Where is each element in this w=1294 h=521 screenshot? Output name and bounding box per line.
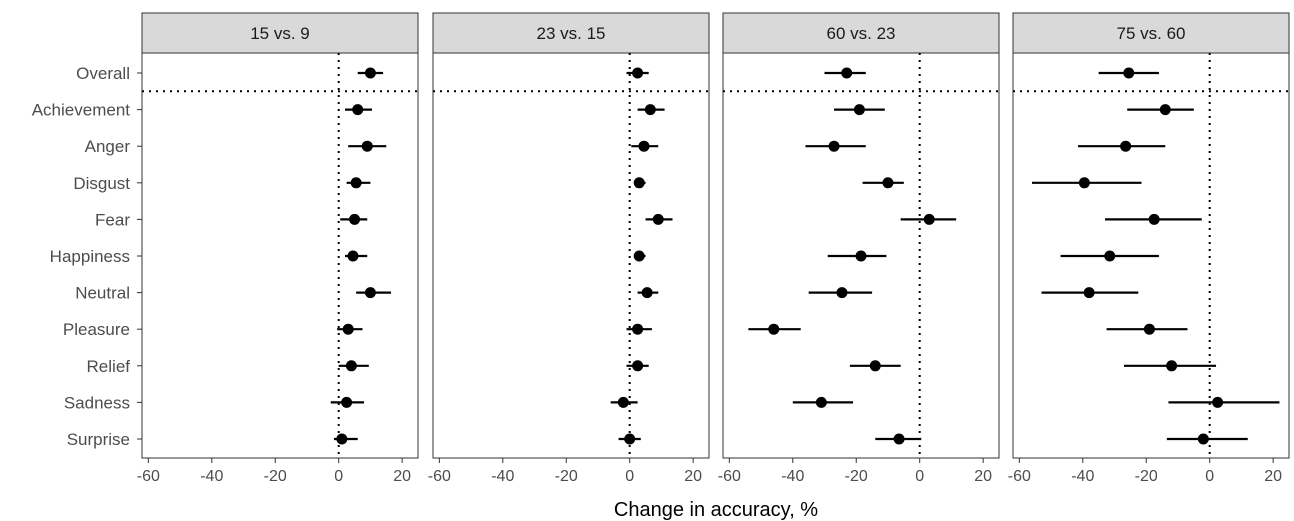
y-axis-labels: Overall Achievement Anger Disgust Fear Happin… <box>32 64 142 449</box>
x-tick-label: 0 <box>915 468 924 485</box>
point-surprise <box>624 433 636 445</box>
point-pleasure <box>1143 323 1155 335</box>
facet-title: 75 vs. 60 <box>1117 24 1186 43</box>
point-overall <box>841 67 853 79</box>
y-label-neutral: Neutral <box>75 284 130 303</box>
facet-strip <box>141 12 419 54</box>
point-surprise <box>1197 433 1209 445</box>
x-tick-label: 20 <box>684 468 702 485</box>
facet-strip <box>432 12 710 54</box>
point-sadness <box>617 396 629 408</box>
point-neutral <box>1083 287 1095 299</box>
point-fear <box>349 213 361 225</box>
x-tick-label: -60 <box>1008 468 1031 485</box>
x-tick-label: -40 <box>491 468 514 485</box>
point-disgust <box>1078 177 1090 189</box>
point-achievement <box>1159 104 1171 116</box>
point-sadness <box>341 396 353 408</box>
point-pleasure <box>632 323 644 335</box>
point-anger <box>361 140 373 152</box>
facet-title: 60 vs. 23 <box>827 24 896 43</box>
x-tick-label: -20 <box>555 468 578 485</box>
point-relief <box>869 360 881 372</box>
point-fear <box>1148 213 1160 225</box>
y-label-anger: Anger <box>85 137 131 156</box>
point-sadness <box>815 396 827 408</box>
point-neutral <box>641 287 653 299</box>
point-achievement <box>352 104 364 116</box>
point-overall <box>1123 67 1135 79</box>
panel-border <box>432 52 710 459</box>
point-relief <box>345 360 357 372</box>
point-pleasure <box>768 323 780 335</box>
x-tick-label: -20 <box>264 468 287 485</box>
x-tick-label: 20 <box>393 468 411 485</box>
point-relief <box>1166 360 1178 372</box>
facet-15-vs-9: 15 vs. 9 -60 -40 -20 0 20 <box>137 12 419 485</box>
point-overall <box>632 67 644 79</box>
point-disgust <box>633 177 645 189</box>
x-axis-title: Change in accuracy, % <box>614 499 818 521</box>
point-achievement <box>853 104 865 116</box>
point-achievement <box>644 104 656 116</box>
point-anger <box>828 140 840 152</box>
facet-23-vs-15: 23 vs. 15 -60 -40 -20 0 20 <box>428 12 710 485</box>
x-tick-label: -20 <box>845 468 868 485</box>
x-tick-label: 0 <box>1205 468 1214 485</box>
point-disgust <box>882 177 894 189</box>
y-label-pleasure: Pleasure <box>63 320 130 339</box>
y-label-sadness: Sadness <box>64 393 130 412</box>
point-pleasure <box>342 323 354 335</box>
point-relief <box>632 360 644 372</box>
point-neutral <box>836 287 848 299</box>
x-tick-label: -60 <box>428 468 451 485</box>
point-fear <box>923 213 935 225</box>
x-tick-label: 0 <box>334 468 343 485</box>
x-tick-label: 20 <box>974 468 992 485</box>
x-tick-label: -40 <box>1071 468 1094 485</box>
point-disgust <box>350 177 362 189</box>
panel-border <box>141 52 419 459</box>
facet-title: 23 vs. 15 <box>537 24 606 43</box>
point-fear <box>652 213 664 225</box>
point-anger <box>638 140 650 152</box>
x-tick-label: -40 <box>200 468 223 485</box>
x-tick-label: -60 <box>718 468 741 485</box>
point-happiness <box>1104 250 1116 262</box>
facet-title: 15 vs. 9 <box>250 24 310 43</box>
y-label-surprise: Surprise <box>67 430 130 449</box>
x-tick-label: -40 <box>781 468 804 485</box>
point-overall <box>364 67 376 79</box>
y-label-overall: Overall <box>76 64 130 83</box>
point-happiness <box>633 250 645 262</box>
point-neutral <box>364 287 376 299</box>
y-label-happiness: Happiness <box>50 247 130 266</box>
point-happiness <box>347 250 359 262</box>
point-sadness <box>1212 396 1224 408</box>
point-anger <box>1120 140 1132 152</box>
y-label-relief: Relief <box>87 357 131 376</box>
x-tick-label: 20 <box>1264 468 1282 485</box>
point-happiness <box>855 250 867 262</box>
y-label-fear: Fear <box>95 210 130 229</box>
facet-75-vs-60: 75 vs. 60 -60 -40 -20 0 20 <box>1008 12 1290 485</box>
x-tick-label: -20 <box>1135 468 1158 485</box>
x-tick-label: -60 <box>137 468 160 485</box>
facet-strip <box>722 12 1000 54</box>
point-surprise <box>336 433 348 445</box>
y-label-disgust: Disgust <box>73 174 130 193</box>
point-surprise <box>893 433 905 445</box>
y-label-achievement: Achievement <box>32 101 131 120</box>
facet-60-vs-23: 60 vs. 23 -60 -40 -20 0 20 <box>718 12 1000 485</box>
x-tick-label: 0 <box>625 468 634 485</box>
facet-strip <box>1012 12 1290 54</box>
